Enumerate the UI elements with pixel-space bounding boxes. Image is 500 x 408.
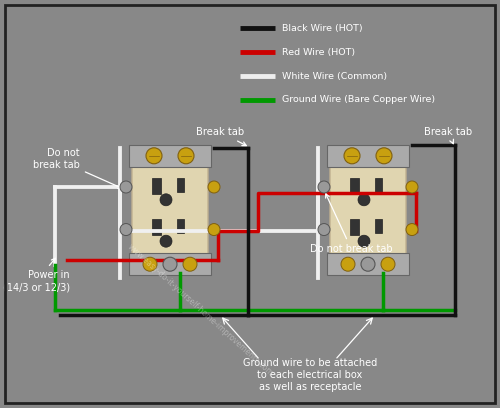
Circle shape: [163, 257, 177, 271]
Circle shape: [183, 257, 197, 271]
Bar: [375, 219, 382, 233]
Text: Ground wire to be attached
to each electrical box
as well as receptacle: Ground wire to be attached to each elect…: [243, 358, 377, 392]
Text: www.easy-do-it-yourself-home-improvements.com: www.easy-do-it-yourself-home-improvement…: [126, 242, 274, 378]
Bar: [350, 178, 359, 194]
Circle shape: [208, 224, 220, 235]
Circle shape: [358, 235, 370, 247]
Text: Do not break tab: Do not break tab: [310, 194, 392, 254]
Bar: [177, 178, 184, 192]
Text: White Wire (Common): White Wire (Common): [282, 71, 387, 80]
Circle shape: [381, 257, 395, 271]
Circle shape: [376, 148, 392, 164]
Text: Red Wire (HOT): Red Wire (HOT): [282, 47, 355, 56]
Circle shape: [318, 181, 330, 193]
FancyBboxPatch shape: [132, 151, 208, 270]
Circle shape: [406, 224, 418, 235]
Circle shape: [143, 257, 157, 271]
Text: Power in
(14/3 or 12/3): Power in (14/3 or 12/3): [3, 258, 70, 292]
Circle shape: [318, 224, 330, 235]
Circle shape: [361, 257, 375, 271]
Text: Break tab: Break tab: [424, 127, 472, 144]
Circle shape: [120, 224, 132, 235]
Circle shape: [146, 148, 162, 164]
Bar: [177, 219, 184, 233]
Circle shape: [341, 257, 355, 271]
Text: Break tab: Break tab: [196, 127, 246, 146]
Circle shape: [208, 181, 220, 193]
Circle shape: [358, 194, 370, 206]
Bar: [327, 253, 409, 275]
Bar: [152, 219, 161, 235]
Bar: [327, 145, 409, 167]
Bar: [129, 253, 211, 275]
Text: Black Wire (HOT): Black Wire (HOT): [282, 24, 362, 33]
Circle shape: [120, 181, 132, 193]
Circle shape: [178, 148, 194, 164]
Text: Do not
break tab: Do not break tab: [33, 149, 122, 188]
Circle shape: [160, 235, 172, 247]
Bar: [152, 178, 161, 194]
Bar: [129, 145, 211, 167]
Bar: [350, 219, 359, 235]
Circle shape: [344, 148, 360, 164]
Bar: [375, 178, 382, 192]
Circle shape: [406, 181, 418, 193]
Text: Ground Wire (Bare Copper Wire): Ground Wire (Bare Copper Wire): [282, 95, 435, 104]
FancyBboxPatch shape: [330, 151, 406, 270]
Circle shape: [160, 194, 172, 206]
